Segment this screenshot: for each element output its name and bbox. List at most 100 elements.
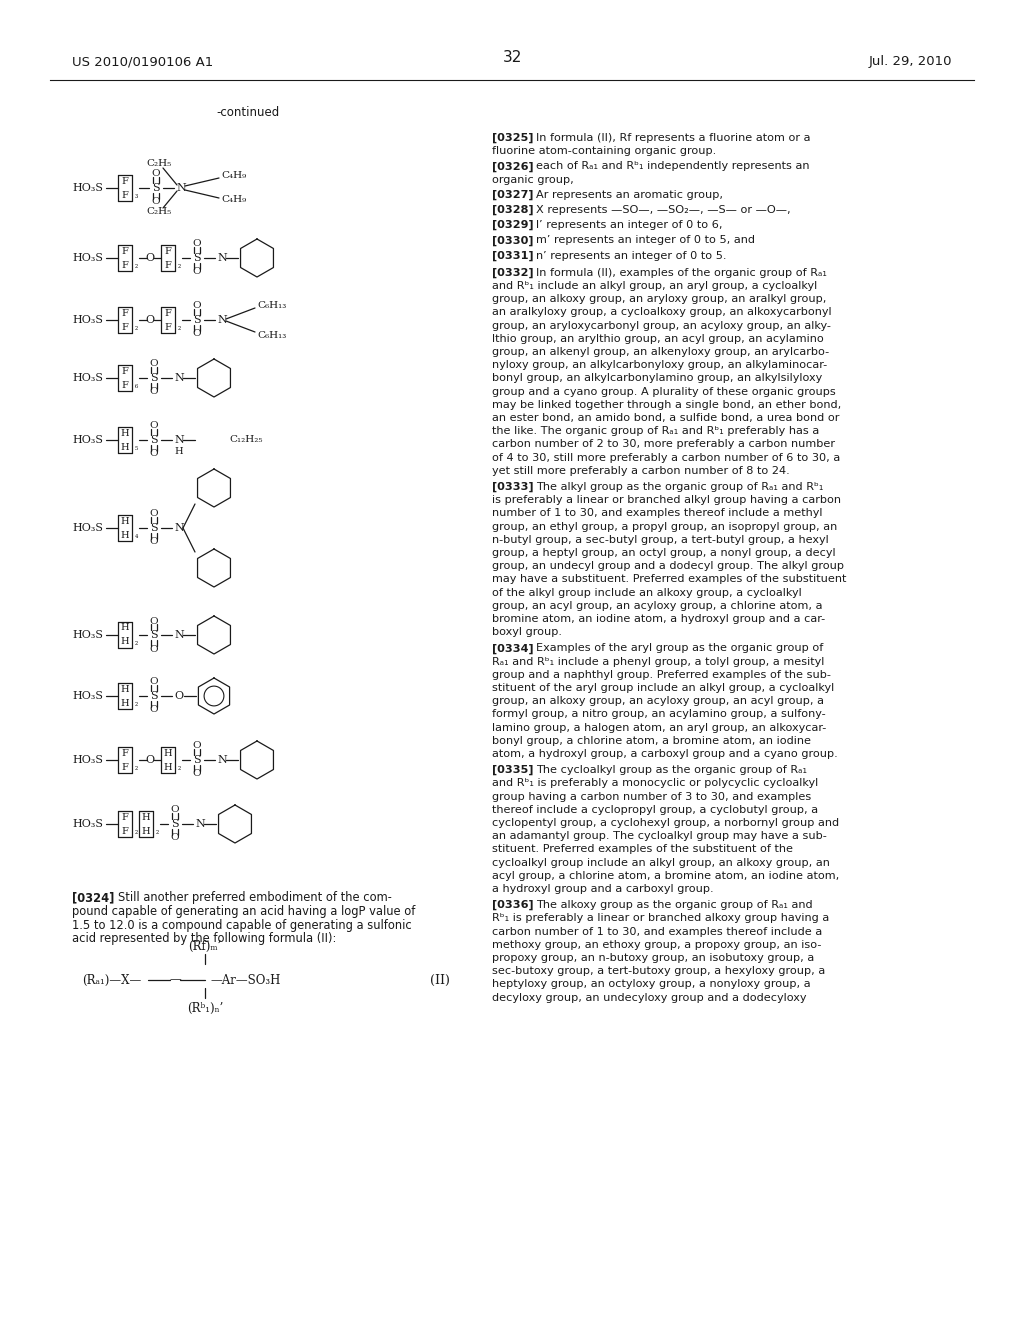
Text: carbon number of 1 to 30, and examples thereof include a: carbon number of 1 to 30, and examples t… xyxy=(492,927,822,937)
Text: stituent of the aryl group include an alkyl group, a cycloalkyl: stituent of the aryl group include an al… xyxy=(492,682,835,693)
Text: the like. The organic group of Rₐ₁ and Rᵇ₁ preferably has a: the like. The organic group of Rₐ₁ and R… xyxy=(492,426,819,436)
Text: Still another preferred embodiment of the com-: Still another preferred embodiment of th… xyxy=(118,891,392,904)
Text: stituent. Preferred examples of the substituent of the: stituent. Preferred examples of the subs… xyxy=(492,845,793,854)
Text: F: F xyxy=(122,247,128,256)
Text: bonyl group, an alkylcarbonylamino group, an alkylsilyloxy: bonyl group, an alkylcarbonylamino group… xyxy=(492,374,822,383)
Text: ₂: ₂ xyxy=(178,261,181,271)
Text: F: F xyxy=(122,813,128,821)
Text: [0329]: [0329] xyxy=(492,220,534,230)
Text: an aralkyloxy group, a cycloalkoxy group, an alkoxycarbonyl: an aralkyloxy group, a cycloalkoxy group… xyxy=(492,308,831,317)
Text: The alkyl group as the organic group of Rₐ₁ and Rᵇ₁: The alkyl group as the organic group of … xyxy=(536,482,823,492)
Text: O: O xyxy=(150,359,159,368)
Text: [0326]: [0326] xyxy=(492,161,534,172)
Text: m’ represents an integer of 0 to 5, and: m’ represents an integer of 0 to 5, and xyxy=(536,235,755,246)
Text: group, an alkenyl group, an alkenyloxy group, an arylcarbo-: group, an alkenyl group, an alkenyloxy g… xyxy=(492,347,829,356)
Text: [0335]: [0335] xyxy=(492,766,534,775)
Text: ₂: ₂ xyxy=(135,700,138,708)
Text: F: F xyxy=(165,260,171,269)
Text: [0333]: [0333] xyxy=(492,482,534,492)
Text: organic group,: organic group, xyxy=(492,174,573,185)
Text: S: S xyxy=(171,818,179,829)
Text: S: S xyxy=(151,630,158,640)
Text: ₂: ₂ xyxy=(135,323,138,333)
Text: [0336]: [0336] xyxy=(492,900,534,911)
Text: HO₃S: HO₃S xyxy=(72,523,103,533)
Text: H: H xyxy=(121,638,129,647)
Text: H: H xyxy=(164,748,172,758)
Text: sec-butoxy group, a tert-butoxy group, a hexyloxy group, a: sec-butoxy group, a tert-butoxy group, a… xyxy=(492,966,825,977)
Text: S: S xyxy=(153,183,160,193)
Text: ₃: ₃ xyxy=(135,191,138,201)
Text: of the alkyl group include an alkoxy group, a cycloalkyl: of the alkyl group include an alkoxy gro… xyxy=(492,587,802,598)
Text: F: F xyxy=(122,380,128,389)
Text: [0331]: [0331] xyxy=(492,251,534,261)
Text: group, an acyl group, an acyloxy group, a chlorine atom, a: group, an acyl group, an acyloxy group, … xyxy=(492,601,822,611)
Text: group, a heptyl group, an octyl group, a nonyl group, a decyl: group, a heptyl group, an octyl group, a… xyxy=(492,548,836,558)
Text: group, an alkoxy group, an aryloxy group, an aralkyl group,: group, an alkoxy group, an aryloxy group… xyxy=(492,294,826,304)
Text: S: S xyxy=(151,523,158,533)
Text: F: F xyxy=(122,367,128,375)
Text: Rᵇ₁ is preferably a linear or branched alkoxy group having a: Rᵇ₁ is preferably a linear or branched a… xyxy=(492,913,829,924)
Text: O: O xyxy=(150,537,159,546)
Text: C₁₂H₂₅: C₁₂H₂₅ xyxy=(229,436,262,445)
Text: H: H xyxy=(121,531,129,540)
Text: (Rf)ₘ’: (Rf)ₘ’ xyxy=(188,940,221,953)
Text: methoxy group, an ethoxy group, a propoxy group, an iso-: methoxy group, an ethoxy group, a propox… xyxy=(492,940,821,950)
Text: In formula (II), Rf represents a fluorine atom or a: In formula (II), Rf represents a fluorin… xyxy=(536,133,811,143)
Text: In formula (II), examples of the organic group of Rₐ₁: In formula (II), examples of the organic… xyxy=(536,268,826,277)
Text: O: O xyxy=(150,510,159,519)
Text: HO₃S: HO₃S xyxy=(72,630,103,640)
Text: H: H xyxy=(141,826,151,836)
Text: group having a carbon number of 3 to 30, and examples: group having a carbon number of 3 to 30,… xyxy=(492,792,811,801)
Text: bromine atom, an iodine atom, a hydroxyl group and a car-: bromine atom, an iodine atom, a hydroxyl… xyxy=(492,614,825,624)
Text: ₂: ₂ xyxy=(135,828,138,836)
Text: is preferably a linear or branched alkyl group having a carbon: is preferably a linear or branched alkyl… xyxy=(492,495,841,506)
Text: cycloalkyl group include an alkyl group, an alkoxy group, an: cycloalkyl group include an alkyl group,… xyxy=(492,858,829,867)
Text: HO₃S: HO₃S xyxy=(72,755,103,766)
Text: [0327]: [0327] xyxy=(492,190,534,199)
Text: N: N xyxy=(174,436,184,445)
Text: F: F xyxy=(165,322,171,331)
Text: acid represented by the following formula (II):: acid represented by the following formul… xyxy=(72,932,336,945)
Text: H: H xyxy=(141,813,151,821)
Text: heptyloxy group, an octyloxy group, a nonyloxy group, a: heptyloxy group, an octyloxy group, a no… xyxy=(492,979,811,990)
Text: F: F xyxy=(122,260,128,269)
Text: N: N xyxy=(217,253,227,263)
Text: O: O xyxy=(145,315,155,325)
Text: HO₃S: HO₃S xyxy=(72,315,103,325)
Text: [0328]: [0328] xyxy=(492,205,534,215)
Text: —Ar—SO₃H: —Ar—SO₃H xyxy=(210,974,281,986)
Text: N: N xyxy=(174,523,184,533)
Text: and Rᵇ₁ is preferably a monocyclic or polycyclic cycloalkyl: and Rᵇ₁ is preferably a monocyclic or po… xyxy=(492,779,818,788)
Text: O: O xyxy=(145,253,155,263)
Text: The cycloalkyl group as the organic group of Rₐ₁: The cycloalkyl group as the organic grou… xyxy=(536,766,807,775)
Text: yet still more preferably a carbon number of 8 to 24.: yet still more preferably a carbon numbe… xyxy=(492,466,790,475)
Text: F: F xyxy=(122,190,128,199)
Text: group and a cyano group. A plurality of these organic groups: group and a cyano group. A plurality of … xyxy=(492,387,836,396)
Text: H: H xyxy=(121,685,129,693)
Text: O: O xyxy=(150,388,159,396)
Text: formyl group, a nitro group, an acylamino group, a sulfony-: formyl group, a nitro group, an acylamin… xyxy=(492,709,825,719)
Text: N: N xyxy=(217,315,227,325)
Text: ₂: ₂ xyxy=(178,764,181,772)
Text: thereof include a cyclopropyl group, a cyclobutyl group, a: thereof include a cyclopropyl group, a c… xyxy=(492,805,818,814)
Text: group and a naphthyl group. Preferred examples of the sub-: group and a naphthyl group. Preferred ex… xyxy=(492,669,830,680)
Text: ₂: ₂ xyxy=(156,828,160,836)
Text: S: S xyxy=(151,374,158,383)
Text: F: F xyxy=(122,322,128,331)
Text: [0324]: [0324] xyxy=(72,891,115,904)
Text: bonyl group, a chlorine atom, a bromine atom, an iodine: bonyl group, a chlorine atom, a bromine … xyxy=(492,735,811,746)
Text: [0334]: [0334] xyxy=(492,643,534,653)
Text: H: H xyxy=(175,446,183,455)
Text: Rₐ₁ and Rᵇ₁ include a phenyl group, a tolyl group, a mesityl: Rₐ₁ and Rᵇ₁ include a phenyl group, a to… xyxy=(492,656,824,667)
Text: HO₃S: HO₃S xyxy=(72,183,103,193)
Text: N: N xyxy=(176,183,186,193)
Text: O: O xyxy=(150,705,159,714)
Text: F: F xyxy=(122,763,128,771)
Text: O: O xyxy=(193,239,202,248)
Text: O: O xyxy=(150,421,159,430)
Text: H: H xyxy=(121,516,129,525)
Text: O: O xyxy=(150,450,159,458)
Text: F: F xyxy=(122,309,128,318)
Text: ₂: ₂ xyxy=(178,323,181,333)
